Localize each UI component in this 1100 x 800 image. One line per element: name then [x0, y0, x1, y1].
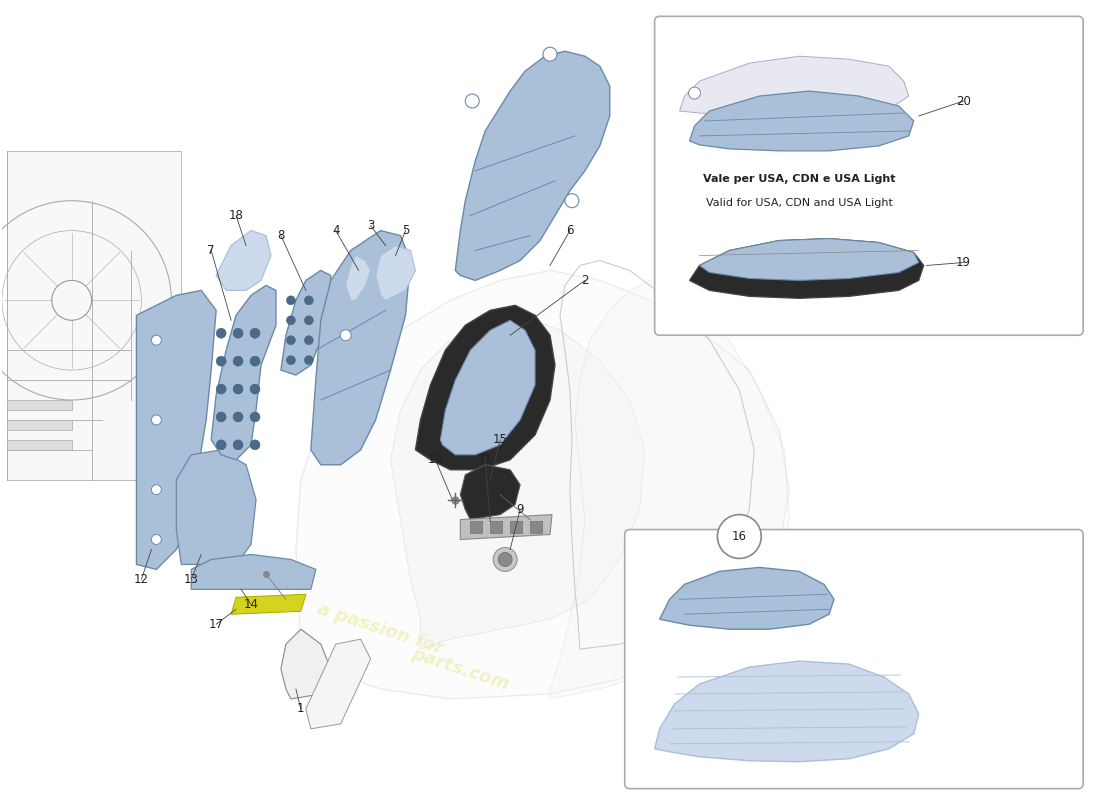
Text: 4: 4: [332, 224, 340, 237]
Polygon shape: [550, 281, 789, 699]
Text: 3: 3: [367, 219, 374, 232]
Text: 1: 1: [297, 702, 305, 715]
Circle shape: [286, 316, 296, 325]
Text: 14: 14: [243, 598, 258, 610]
Circle shape: [233, 356, 243, 366]
Circle shape: [305, 336, 314, 345]
Text: 7: 7: [208, 244, 214, 257]
Polygon shape: [690, 91, 914, 151]
Text: 10: 10: [428, 454, 443, 466]
Circle shape: [217, 412, 227, 422]
Circle shape: [250, 328, 260, 338]
Circle shape: [233, 412, 243, 422]
Polygon shape: [700, 238, 918, 281]
Polygon shape: [231, 594, 306, 614]
Polygon shape: [510, 521, 522, 533]
Circle shape: [305, 356, 314, 365]
Polygon shape: [416, 306, 556, 470]
Polygon shape: [375, 246, 416, 300]
Circle shape: [217, 440, 227, 450]
Text: Vale per USA, CDN e USA Light: Vale per USA, CDN e USA Light: [703, 174, 895, 184]
Circle shape: [305, 296, 314, 305]
Circle shape: [250, 440, 260, 450]
Circle shape: [217, 328, 227, 338]
Text: 2: 2: [581, 274, 589, 287]
Text: 8: 8: [277, 229, 285, 242]
Polygon shape: [680, 56, 909, 116]
Circle shape: [152, 485, 162, 494]
Polygon shape: [690, 238, 924, 298]
Circle shape: [233, 328, 243, 338]
Polygon shape: [191, 554, 316, 590]
Circle shape: [217, 356, 227, 366]
Polygon shape: [491, 521, 503, 533]
Text: 12: 12: [134, 573, 148, 586]
Text: 13: 13: [184, 573, 199, 586]
Polygon shape: [280, 270, 331, 375]
Polygon shape: [136, 290, 217, 570]
Text: 19: 19: [956, 256, 971, 269]
Polygon shape: [217, 230, 271, 290]
Circle shape: [250, 412, 260, 422]
Polygon shape: [211, 286, 276, 460]
Polygon shape: [460, 465, 520, 519]
Circle shape: [286, 296, 296, 305]
Circle shape: [498, 553, 513, 566]
Circle shape: [152, 534, 162, 545]
Polygon shape: [176, 450, 256, 565]
Circle shape: [286, 336, 296, 345]
Text: 20: 20: [956, 94, 971, 107]
Polygon shape: [7, 400, 72, 410]
Polygon shape: [460, 514, 552, 539]
Circle shape: [217, 384, 227, 394]
Circle shape: [565, 194, 579, 208]
Circle shape: [250, 356, 260, 366]
Circle shape: [233, 384, 243, 394]
Circle shape: [543, 47, 557, 61]
FancyBboxPatch shape: [625, 530, 1084, 789]
Polygon shape: [530, 521, 542, 533]
Text: 18: 18: [229, 209, 243, 222]
Polygon shape: [660, 567, 834, 630]
FancyBboxPatch shape: [654, 16, 1084, 335]
Circle shape: [152, 415, 162, 425]
Text: 17: 17: [209, 618, 223, 630]
Polygon shape: [440, 320, 535, 455]
Circle shape: [465, 94, 480, 108]
Polygon shape: [306, 639, 371, 729]
Text: 11: 11: [477, 454, 493, 466]
Polygon shape: [471, 521, 482, 533]
Text: 16: 16: [732, 530, 747, 543]
Text: a passion for: a passion for: [316, 600, 446, 658]
Circle shape: [493, 547, 517, 571]
Circle shape: [152, 335, 162, 345]
Circle shape: [305, 316, 314, 325]
Polygon shape: [7, 440, 72, 450]
Polygon shape: [390, 315, 645, 649]
Circle shape: [286, 356, 296, 365]
Circle shape: [340, 330, 351, 341]
Text: Valid for USA, CDN and USA Light: Valid for USA, CDN and USA Light: [706, 198, 892, 208]
Polygon shape: [311, 230, 410, 465]
Polygon shape: [455, 51, 609, 281]
Circle shape: [717, 514, 761, 558]
Polygon shape: [296, 270, 789, 699]
Text: 6: 6: [566, 224, 574, 237]
Circle shape: [689, 87, 701, 99]
Polygon shape: [654, 661, 918, 762]
Circle shape: [233, 440, 243, 450]
Text: parts.com: parts.com: [409, 645, 512, 694]
Polygon shape: [345, 255, 371, 300]
Text: 15: 15: [493, 434, 507, 446]
Text: 5: 5: [402, 224, 409, 237]
Circle shape: [250, 384, 260, 394]
Polygon shape: [7, 420, 72, 430]
Polygon shape: [7, 151, 182, 480]
Text: 9: 9: [516, 503, 524, 516]
Polygon shape: [280, 630, 331, 699]
